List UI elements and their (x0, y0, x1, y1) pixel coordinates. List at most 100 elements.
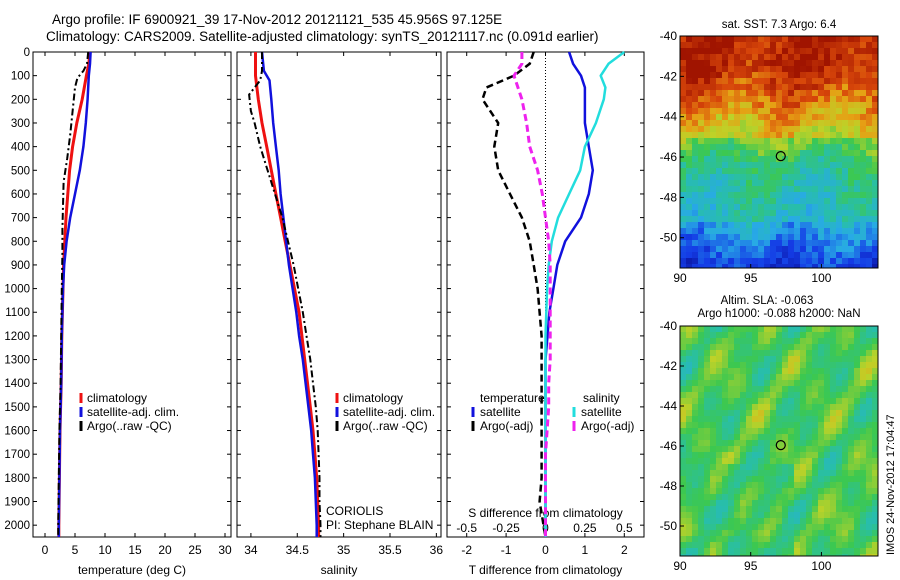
series-line-2 (248, 52, 322, 537)
climatology-subtitle: Climatology: CARS2009. Satellite-adjuste… (46, 29, 599, 44)
annotation-text: PI: Stephane BLAIN (326, 518, 433, 532)
legend-label: satellite (480, 405, 521, 419)
series-line-1 (481, 51, 547, 538)
series-line-1 (260, 51, 318, 537)
x-tick-label: 15 (128, 543, 142, 557)
heatmap-cells (680, 326, 879, 557)
profile-title: Argo profile: IF 6900921_39 17-Nov-2012 … (52, 12, 503, 27)
map-title: sat. SST: 7.3 Argo: 6.4 (722, 19, 837, 31)
y-tick-label: 1700 (4, 449, 30, 461)
y-tick-label: 1800 (4, 473, 30, 485)
sst-map-panel: 90 95 100 -40 -42 -44 -46 -48 -50 sat. SST: 7.3 A… (660, 19, 879, 285)
y-tick-label: 100 (11, 71, 30, 83)
x-tick-label: 100 (811, 559, 831, 573)
plot-frame (236, 51, 442, 538)
y-tick-label: 400 (11, 142, 30, 154)
x-top-tick-label: 0.25 (573, 521, 597, 535)
heatmap-cells (680, 36, 879, 269)
y-tick-label: 200 (11, 94, 30, 106)
legend-group-title: salinity (583, 391, 620, 405)
difference-panel: -2 -1 0 1 2 T difference from climatology -0.5… (446, 50, 645, 577)
y-tick-label: 500 (11, 165, 30, 177)
x-tick-label: 34.5 (286, 543, 310, 557)
legend-label: climatology (343, 391, 403, 405)
x-tick-label: 5 (72, 543, 79, 557)
y-tick-label: -40 (660, 29, 678, 43)
legend-label: satellite (581, 405, 622, 419)
argo-position-marker (775, 151, 786, 162)
y-tick-label: 1200 (4, 331, 30, 343)
x-tick-label: -2 (461, 543, 472, 557)
x-tick-label: 90 (673, 559, 687, 573)
y-tick-label: -48 (660, 479, 678, 493)
x-axis-label: salinity (321, 563, 358, 577)
x-tick-label: 30 (218, 543, 232, 557)
x-tick-label: 95 (744, 559, 758, 573)
y-tick-label: 1100 (5, 307, 30, 319)
x-top-tick-label: -0.5 (456, 521, 477, 535)
legend-group-title: temperature (480, 391, 545, 405)
x-tick-label: 20 (158, 543, 172, 557)
x-tick-label: 1 (582, 543, 589, 557)
timestamp-stamp: IMOS 24-Nov-2012 17:04:47 (885, 414, 897, 555)
x-tick-label: 25 (188, 543, 202, 557)
legend-label: satellite-adj. clim. (343, 405, 435, 419)
x-tick-label: 36 (430, 543, 444, 557)
y-tick-label: 800 (11, 236, 30, 248)
x-tick-label: 34 (244, 543, 258, 557)
argo-position-marker (775, 440, 786, 451)
annotation-text: CORIOLIS (326, 504, 383, 518)
x-tick-label: 35 (337, 543, 351, 557)
x-tick-label: 35.5 (378, 543, 402, 557)
y-tick-label: -50 (660, 519, 678, 533)
y-tick-label: 700 (11, 213, 30, 225)
series-line-0 (254, 52, 321, 537)
x-tick-label: -1 (501, 543, 512, 557)
y-tick-label: -40 (660, 319, 678, 333)
y-tick-label: -44 (660, 399, 678, 413)
legend-label: climatology (87, 391, 147, 405)
series-line-2 (544, 50, 626, 537)
legend-label: satellite-adj. clim. (87, 405, 179, 419)
plot-frame (32, 51, 232, 538)
x-top-tick-label: -0.25 (492, 521, 520, 535)
y-tick-label: 900 (11, 260, 30, 272)
map-title: Argo h1000: -0.088 h2000: NaN (697, 308, 860, 320)
map-frame (679, 35, 879, 269)
y-tick-label: -46 (660, 439, 678, 453)
y-tick-label: 1400 (4, 378, 30, 390)
x-tick-label: 0 (542, 543, 549, 557)
y-tick-label: -46 (660, 150, 678, 164)
temperature-panel: 0 5 10 15 20 25 300100200300400500600700800900… (4, 47, 232, 577)
x-tick-label: 10 (98, 543, 112, 557)
x-tick-label: 90 (673, 271, 687, 285)
x-tick-label: 100 (811, 271, 831, 285)
y-tick-label: -44 (660, 110, 678, 124)
y-tick-label: -50 (660, 231, 678, 245)
map-frame (679, 325, 879, 557)
legend-label: Argo(-adj) (480, 419, 533, 433)
legend-label: Argo(..raw -QC) (343, 419, 428, 433)
y-tick-label: 1000 (4, 284, 30, 296)
y-tick-label: 1500 (4, 402, 30, 414)
series-line-3 (512, 52, 552, 537)
x-tick-label: 95 (744, 271, 758, 285)
y-tick-label: 1600 (4, 426, 30, 438)
y-tick-label: -42 (660, 359, 678, 373)
legend-label: Argo(..raw -QC) (87, 419, 172, 433)
salinity-panel: 34 34.5 35 35.5 36 salinity climatologysatelli… (236, 51, 444, 577)
y-tick-label: 0 (24, 47, 30, 59)
sla-map-panel: 90 95 100 -40 -42 -44 -46 -48 -50 Altim. SLA: -0.… (660, 295, 879, 573)
map-title: Altim. SLA: -0.063 (721, 295, 814, 307)
x-axis-label: temperature (deg C) (78, 563, 186, 577)
x-tick-label: 2 (621, 543, 628, 557)
y-tick-label: 300 (11, 118, 30, 130)
y-tick-label: -48 (660, 190, 678, 204)
y-tick-label: 600 (11, 189, 30, 201)
y-tick-label: -42 (660, 69, 678, 83)
y-tick-label: 2000 (4, 520, 30, 532)
y-tick-label: 1300 (4, 355, 30, 367)
x-axis-label: T difference from climatology (469, 563, 623, 577)
x-tick-label: 0 (42, 543, 49, 557)
